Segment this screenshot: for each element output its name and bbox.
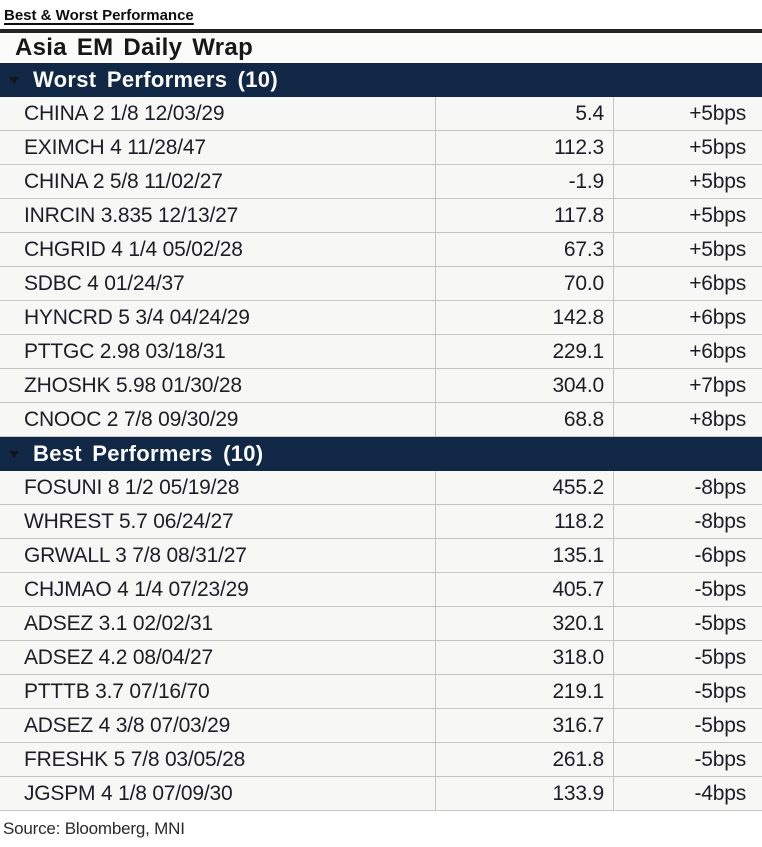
spread-value: 219.1 bbox=[435, 675, 613, 708]
change-value: +5bps bbox=[613, 131, 762, 164]
section-header-worst-performers[interactable]: Worst Performers (10) bbox=[0, 63, 762, 97]
spread-value: 68.8 bbox=[435, 403, 613, 436]
section-label: Worst Performers (10) bbox=[33, 67, 278, 92]
triangle-down-icon[interactable] bbox=[9, 451, 19, 458]
change-value: +6bps bbox=[613, 267, 762, 300]
table-row: CHINA 2 5/8 11/02/27 -1.9 +5bps bbox=[0, 165, 762, 199]
security-name: PTTTB 3.7 07/16/70 bbox=[24, 679, 210, 703]
security-name: CHJMAO 4 1/4 07/23/29 bbox=[24, 577, 249, 601]
change-value: +5bps bbox=[613, 199, 762, 232]
change-value: -8bps bbox=[613, 505, 762, 538]
security-name: ZHOSHK 5.98 01/30/28 bbox=[24, 373, 242, 397]
spread-value: 304.0 bbox=[435, 369, 613, 402]
security-name: GRWALL 3 7/8 08/31/27 bbox=[24, 543, 247, 567]
table-title: Asia EM Daily Wrap bbox=[0, 33, 762, 63]
change-value: -5bps bbox=[613, 573, 762, 606]
change-value: +5bps bbox=[613, 165, 762, 198]
security-name: HYNCRD 5 3/4 04/24/29 bbox=[24, 305, 250, 329]
spread-value: 67.3 bbox=[435, 233, 613, 266]
table-row: ADSEZ 4.2 08/04/27 318.0 -5bps bbox=[0, 641, 762, 675]
spread-value: 261.8 bbox=[435, 743, 613, 776]
spread-value: 316.7 bbox=[435, 709, 613, 742]
change-value: -4bps bbox=[613, 777, 762, 810]
spread-value: -1.9 bbox=[435, 165, 613, 198]
table-row: CHGRID 4 1/4 05/02/28 67.3 +5bps bbox=[0, 233, 762, 267]
section-worst-performers: Worst Performers (10) CHINA 2 1/8 12/03/… bbox=[0, 63, 762, 437]
spread-value: 133.9 bbox=[435, 777, 613, 810]
change-value: +6bps bbox=[613, 335, 762, 368]
table-row: FOSUNI 8 1/2 05/19/28 455.2 -8bps bbox=[0, 471, 762, 505]
change-value: +5bps bbox=[613, 233, 762, 266]
spread-value: 118.2 bbox=[435, 505, 613, 538]
security-name: CNOOC 2 7/8 09/30/29 bbox=[24, 407, 239, 431]
security-name: JGSPM 4 1/8 07/09/30 bbox=[24, 781, 233, 805]
spread-value: 229.1 bbox=[435, 335, 613, 368]
section-label: Best Performers (10) bbox=[33, 441, 264, 466]
security-name: CHINA 2 5/8 11/02/27 bbox=[24, 169, 223, 193]
security-name: FRESHK 5 7/8 03/05/28 bbox=[24, 747, 246, 771]
source-note: Source: Bloomberg, MNI bbox=[3, 819, 185, 838]
spread-value: 142.8 bbox=[435, 301, 613, 334]
table-row: INRCIN 3.835 12/13/27 117.8 +5bps bbox=[0, 199, 762, 233]
table-row: ADSEZ 3.1 02/02/31 320.1 -5bps bbox=[0, 607, 762, 641]
security-name: EXIMCH 4 11/28/47 bbox=[24, 135, 206, 159]
table-row: JGSPM 4 1/8 07/09/30 133.9 -4bps bbox=[0, 777, 762, 811]
table-row: SDBC 4 01/24/37 70.0 +6bps bbox=[0, 267, 762, 301]
change-value: +6bps bbox=[613, 301, 762, 334]
spread-value: 112.3 bbox=[435, 131, 613, 164]
security-name: PTTGC 2.98 03/18/31 bbox=[24, 339, 226, 363]
change-value: +5bps bbox=[613, 97, 762, 130]
title-divider-rule bbox=[0, 29, 762, 33]
security-name: ADSEZ 4.2 08/04/27 bbox=[24, 645, 214, 669]
spread-value: 70.0 bbox=[435, 267, 613, 300]
section-best-performers: Best Performers (10) FOSUNI 8 1/2 05/19/… bbox=[0, 437, 762, 811]
table-row: ZHOSHK 5.98 01/30/28 304.0 +7bps bbox=[0, 369, 762, 403]
security-name: CHINA 2 1/8 12/03/29 bbox=[24, 101, 225, 125]
table-row: PTTTB 3.7 07/16/70 219.1 -5bps bbox=[0, 675, 762, 709]
spread-value: 455.2 bbox=[435, 471, 613, 504]
table-row: GRWALL 3 7/8 08/31/27 135.1 -6bps bbox=[0, 539, 762, 573]
performance-table: Worst Performers (10) CHINA 2 1/8 12/03/… bbox=[0, 63, 762, 811]
spread-value: 117.8 bbox=[435, 199, 613, 232]
security-name: INRCIN 3.835 12/13/27 bbox=[24, 203, 239, 227]
table-row: EXIMCH 4 11/28/47 112.3 +5bps bbox=[0, 131, 762, 165]
security-name: ADSEZ 4 3/8 07/03/29 bbox=[24, 713, 231, 737]
table-row: CHINA 2 1/8 12/03/29 5.4 +5bps bbox=[0, 97, 762, 131]
table-row: HYNCRD 5 3/4 04/24/29 142.8 +6bps bbox=[0, 301, 762, 335]
triangle-down-icon[interactable] bbox=[9, 77, 19, 84]
security-name: FOSUNI 8 1/2 05/19/28 bbox=[24, 475, 240, 499]
spread-value: 320.1 bbox=[435, 607, 613, 640]
spread-value: 135.1 bbox=[435, 539, 613, 572]
table-row: FRESHK 5 7/8 03/05/28 261.8 -5bps bbox=[0, 743, 762, 777]
table-row: PTTGC 2.98 03/18/31 229.1 +6bps bbox=[0, 335, 762, 369]
report-title: Best & Worst Performance bbox=[4, 7, 194, 24]
security-name: CHGRID 4 1/4 05/02/28 bbox=[24, 237, 243, 261]
spread-value: 405.7 bbox=[435, 573, 613, 606]
table-row: ADSEZ 4 3/8 07/03/29 316.7 -5bps bbox=[0, 709, 762, 743]
change-value: -5bps bbox=[613, 709, 762, 742]
section-header-best-performers[interactable]: Best Performers (10) bbox=[0, 437, 762, 471]
table-row: WHREST 5.7 06/24/27 118.2 -8bps bbox=[0, 505, 762, 539]
spread-value: 5.4 bbox=[435, 97, 613, 130]
change-value: -5bps bbox=[613, 675, 762, 708]
spread-value: 318.0 bbox=[435, 641, 613, 674]
change-value: -5bps bbox=[613, 607, 762, 640]
change-value: +8bps bbox=[613, 403, 762, 436]
table-row: CHJMAO 4 1/4 07/23/29 405.7 -5bps bbox=[0, 573, 762, 607]
change-value: -8bps bbox=[613, 471, 762, 504]
change-value: -5bps bbox=[613, 743, 762, 776]
security-name: ADSEZ 3.1 02/02/31 bbox=[24, 611, 214, 635]
security-name: WHREST 5.7 06/24/27 bbox=[24, 509, 234, 533]
change-value: -5bps bbox=[613, 641, 762, 674]
security-name: SDBC 4 01/24/37 bbox=[24, 271, 185, 295]
change-value: +7bps bbox=[613, 369, 762, 402]
change-value: -6bps bbox=[613, 539, 762, 572]
table-row: CNOOC 2 7/8 09/30/29 68.8 +8bps bbox=[0, 403, 762, 437]
